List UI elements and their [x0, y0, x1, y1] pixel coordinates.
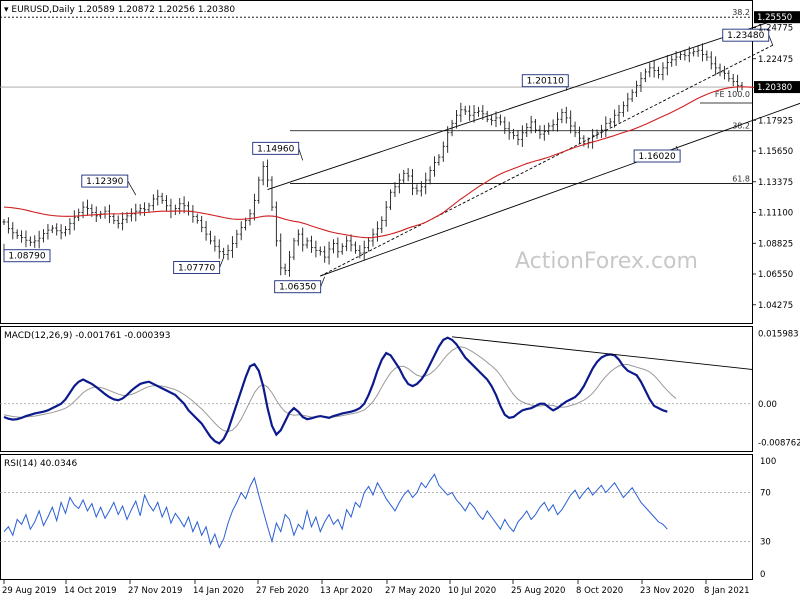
- annotation-label: 1.23480: [727, 31, 764, 41]
- rsi-header: RSI(14) 40.0346: [4, 459, 77, 469]
- x-tick-label: 23 Nov 2020: [640, 586, 694, 596]
- macd-tick-label: 0.015983: [758, 329, 799, 339]
- x-tick-label: 25 Aug 2020: [511, 586, 565, 596]
- rsi-tick-label: 100: [760, 457, 776, 467]
- y-tick-label: 1.24775: [758, 24, 793, 34]
- macd-signal-line: [3, 346, 677, 433]
- axis-layer: 1.24775 1.22475 1.17925 1.15650 1.13375 1.111…: [2, 11, 800, 596]
- price-panel: [0, 0, 753, 324]
- watermark: ActionForex.com: [515, 249, 698, 274]
- channel-lower: [320, 102, 800, 277]
- x-tick-label: 14 Oct 2019: [64, 586, 117, 596]
- x-tick-label: 14 Jan 2020: [193, 586, 244, 596]
- annotation-leader: [298, 148, 304, 161]
- fib-label: 38.2: [732, 122, 750, 131]
- annotation-label: 1.14960: [257, 144, 294, 154]
- annotation-label: 1.20110: [527, 77, 564, 87]
- macd-header: MACD(12,26,9) -0.001761 -0.000393: [4, 331, 170, 341]
- y-tick-label: 1.08825: [758, 239, 793, 249]
- annotation-label: 1.12390: [86, 177, 123, 187]
- annotation-label: 1.08790: [8, 252, 45, 262]
- rsi-panel: [0, 454, 753, 580]
- annotation-box: [633, 149, 681, 163]
- fib-label: 61.8: [732, 174, 750, 183]
- rsi-tick-label: 30: [760, 537, 771, 547]
- moving-average-line: [3, 86, 765, 239]
- annotation-leader: [768, 35, 774, 46]
- macd-trendline: [452, 336, 753, 370]
- y-tick-label: 1.11100: [758, 209, 793, 219]
- annotation-box: [81, 174, 129, 188]
- macd-layer: [0, 336, 753, 445]
- macd-line: [3, 336, 668, 445]
- rsi-tick-label: 70: [760, 489, 771, 499]
- annotation-label: 1.06350: [279, 283, 316, 293]
- fib-label: 38.2: [732, 8, 750, 17]
- annotation-box: [722, 28, 770, 42]
- y-tick-label: 1.13375: [758, 178, 793, 188]
- annotation-leader: [320, 276, 326, 287]
- annotation-label: 1.07770: [178, 264, 215, 274]
- x-tick-label: 8 Jan 2021: [704, 586, 750, 596]
- annotation-leader: [127, 180, 137, 196]
- x-tick-label: 8 Oct 2020: [576, 586, 623, 596]
- y-tick-label: 1.06550: [758, 270, 793, 280]
- annotation-leader: [219, 257, 224, 268]
- fib-label: FE 100.0: [715, 90, 750, 99]
- price-layer: 38.2 FE 100.0 38.2 61.8 1.08790 1.12390 1.0777…: [0, 8, 800, 294]
- x-tick-label: 27 Nov 2019: [128, 586, 182, 596]
- x-tick-label: 27 May 2020: [385, 586, 440, 596]
- rsi-tick-label: 0: [760, 570, 765, 580]
- annotation-box: [274, 280, 322, 294]
- x-tick-label: 13 Apr 2020: [320, 586, 373, 596]
- macd-panel: [0, 326, 753, 452]
- current-price-box: [754, 81, 800, 94]
- annotation-box: [521, 74, 569, 88]
- annotation-label: 1.16020: [638, 152, 675, 162]
- top-price-label: 1.25550: [757, 13, 792, 23]
- x-tick-label: 29 Aug 2019: [2, 586, 56, 596]
- y-tick-label: 1.15650: [758, 147, 793, 157]
- x-tick-label: 10 Jul 2020: [448, 586, 496, 596]
- current-price-label: 1.20380: [757, 83, 792, 93]
- annotation-box: [3, 249, 51, 263]
- channel-upper: [267, 16, 787, 190]
- rsi-layer: [0, 473, 752, 549]
- price-header: ▾ EURUSD,Daily 1.20589 1.20872 1.20256 1…: [4, 5, 235, 15]
- macd-tick-label: -0.008762: [758, 438, 800, 448]
- y-tick-label: 1.04275: [758, 301, 793, 311]
- annotation-box: [173, 261, 221, 274]
- y-tick-label: 1.22475: [758, 55, 793, 65]
- top-price-box: [754, 11, 800, 24]
- y-tick-label: 1.17925: [758, 116, 793, 126]
- macd-tick-label: 0.00: [758, 400, 777, 410]
- x-tick-label: 27 Feb 2020: [256, 586, 309, 596]
- rsi-line: [3, 473, 668, 549]
- annotation-box: [252, 141, 300, 155]
